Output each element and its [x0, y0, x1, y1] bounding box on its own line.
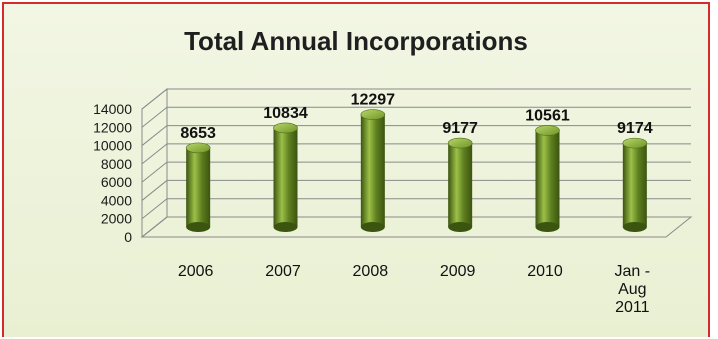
side-wall [141, 87, 168, 239]
bar-base [360, 222, 385, 232]
y-tick-label: 10000 [93, 138, 132, 154]
data-label: 9174 [617, 120, 653, 137]
y-tick-label: 12000 [93, 119, 132, 135]
bar [448, 143, 473, 227]
bar-base [535, 222, 560, 232]
bar-cap [273, 122, 298, 134]
bar-base [273, 222, 298, 232]
x-tick-label: 2009 [440, 263, 476, 280]
gridline [141, 161, 691, 183]
y-tick-label: 8000 [101, 156, 132, 172]
gridline [141, 143, 691, 165]
bar-cap [535, 125, 560, 136]
gridline [141, 198, 691, 220]
gridline [141, 125, 691, 146]
floor [140, 216, 693, 238]
chart-background [4, 4, 708, 337]
y-tick-label: 14000 [93, 101, 132, 117]
bar [360, 114, 385, 227]
chart-title: Total Annual Incorporations [184, 26, 528, 56]
x-tick-label: 2008 [353, 263, 389, 280]
x-tick-label: 2011 [615, 299, 650, 316]
data-label: 8653 [180, 125, 216, 142]
x-tick-label: 2010 [527, 263, 563, 280]
gridline [141, 106, 691, 128]
bar [622, 143, 647, 227]
bar-base [622, 222, 647, 232]
bar-cap [360, 109, 386, 120]
chart-frame: Total Annual Incorporations 0 2000 4000 600… [2, 2, 710, 337]
x-tick-label: Aug [618, 281, 646, 298]
bar [273, 127, 298, 227]
y-tick-label: 0 [124, 229, 132, 245]
y-tick-label: 4000 [101, 192, 132, 208]
gridline [141, 216, 691, 238]
bar-cap [622, 137, 648, 149]
data-label: 9177 [442, 120, 478, 137]
bar-base [448, 222, 473, 232]
bar [186, 147, 211, 227]
y-tick-label: 2000 [101, 211, 132, 227]
data-label: 10561 [525, 107, 570, 124]
data-label: 10834 [263, 105, 308, 122]
x-tick-label: 2006 [178, 263, 214, 280]
bar-cap [447, 137, 473, 149]
bar-base [186, 222, 211, 232]
gridline [141, 179, 691, 201]
data-label: 12297 [351, 92, 396, 109]
bar-cap [185, 142, 211, 154]
x-tick-label: Jan - [615, 263, 651, 280]
y-tick-label: 6000 [101, 174, 132, 190]
gridline [141, 88, 691, 110]
chart-plot: 0 2000 4000 6000 8000 10000 12000 14000 8653 2006… [93, 87, 693, 316]
bar [535, 130, 560, 227]
x-tick-label: 2007 [265, 263, 301, 280]
